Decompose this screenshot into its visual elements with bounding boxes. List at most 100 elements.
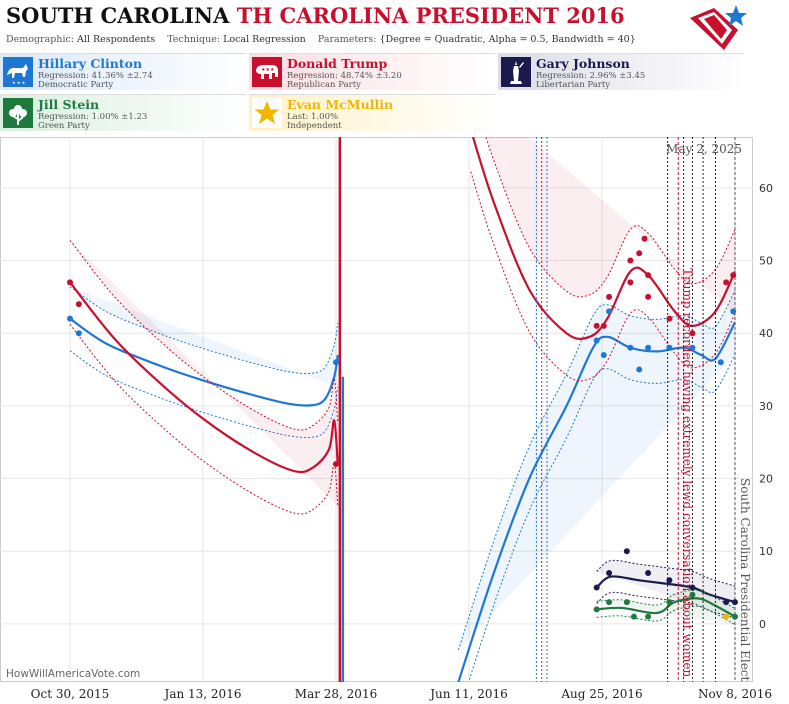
x-tick-label: Mar 28, 2016 bbox=[295, 687, 377, 701]
x-tick-label: Jan 13, 2016 bbox=[163, 687, 242, 701]
candidate-name: Gary Johnson bbox=[536, 56, 630, 71]
poll-point bbox=[75, 330, 82, 337]
legend-card-johnson[interactable]: Gary Johnson Regression: 2.96% ±3.45 Lib… bbox=[498, 53, 744, 90]
poll-point bbox=[606, 570, 613, 576]
poll-point bbox=[689, 591, 696, 598]
y-tick-label: 0 bbox=[759, 618, 766, 631]
y-tick-label: 20 bbox=[759, 473, 773, 486]
liberty-statue-icon bbox=[500, 56, 532, 88]
confidence-band bbox=[485, 137, 735, 314]
candidate-name: Evan McMullin bbox=[287, 97, 394, 112]
poll-point bbox=[600, 352, 607, 358]
x-tick-label: Aug 25, 2016 bbox=[560, 687, 642, 701]
parameters-label: Parameters: bbox=[317, 34, 377, 45]
donkey-icon: ★ ★ ★ bbox=[2, 56, 34, 88]
flower-icon bbox=[2, 97, 34, 129]
confidence-band bbox=[70, 240, 338, 507]
poll-point bbox=[645, 344, 652, 351]
header: SOUTH CAROLINA TH CAROLINA PRESIDENT 201… bbox=[0, 0, 789, 52]
candidate-stat: Regression: 1.00% ±1.23 bbox=[38, 112, 148, 122]
poll-point bbox=[606, 599, 613, 606]
poll-point bbox=[645, 293, 652, 300]
trend-line bbox=[595, 575, 736, 604]
poll-point bbox=[333, 359, 339, 366]
poll-point bbox=[666, 344, 673, 351]
parameters-value: {Degree = Quadratic, Alpha = 0.5, Bandwi… bbox=[379, 34, 636, 45]
confidence-lower bbox=[69, 323, 339, 515]
poll-point bbox=[641, 235, 648, 242]
legend-card-clinton[interactable]: ★ ★ ★ Hillary Clinton Regression: 41.36%… bbox=[0, 53, 246, 90]
y-tick-label: 40 bbox=[759, 327, 773, 340]
poll-point bbox=[75, 301, 82, 308]
poll-point bbox=[717, 359, 724, 366]
x-tick-label: Oct 30, 2015 bbox=[31, 687, 110, 701]
candidate-party: Independent bbox=[287, 121, 342, 131]
trend-line bbox=[457, 321, 736, 682]
poll-point bbox=[645, 613, 652, 620]
poll-point bbox=[645, 570, 652, 576]
candidate-name: Jill Stein bbox=[38, 97, 100, 112]
confidence-upper bbox=[69, 286, 339, 375]
poll-point bbox=[666, 599, 673, 606]
event-label: South Carolina Presidential Election bbox=[738, 478, 752, 700]
page-title: SOUTH CAROLINA TH CAROLINA PRESIDENT 201… bbox=[6, 3, 625, 28]
x-tick-label: Jun 11, 2016 bbox=[428, 687, 508, 701]
trend-line bbox=[69, 281, 339, 474]
poll-point bbox=[730, 272, 737, 279]
poll-point bbox=[333, 461, 339, 467]
poll-point bbox=[627, 279, 634, 286]
star-icon bbox=[251, 97, 283, 129]
poll-point bbox=[732, 599, 738, 606]
confidence-band bbox=[458, 290, 735, 650]
poll-point bbox=[732, 613, 738, 620]
confidence-lower bbox=[468, 354, 736, 682]
svg-text:★ ★ ★: ★ ★ ★ bbox=[12, 80, 26, 85]
technique-value: Local Regression bbox=[223, 34, 306, 45]
plot-layer: Trump recorded having extremely lewd con… bbox=[67, 137, 752, 700]
legend-card-stein[interactable]: Jill Stein Regression: 1.00% ±1.23 Green… bbox=[0, 94, 246, 131]
candidate-party: Democratic Party bbox=[38, 80, 114, 90]
poll-point bbox=[593, 584, 600, 591]
candidate-stat: Regression: 48.74% ±3.20 bbox=[287, 71, 402, 81]
poll-point bbox=[730, 308, 737, 315]
poll-point bbox=[636, 250, 643, 257]
poll-point bbox=[593, 606, 600, 613]
legend-card-mcmullin[interactable]: Evan McMullin Last: 1.00% Independent bbox=[249, 94, 495, 131]
poll-point bbox=[67, 315, 73, 322]
legend-card-trump[interactable]: ★★★ Donald Trump Regression: 48.74% ±3.2… bbox=[249, 53, 495, 90]
date-label: May 2, 2025 bbox=[666, 142, 742, 156]
poll-point bbox=[606, 308, 613, 315]
poll-point bbox=[723, 599, 730, 606]
poll-point bbox=[606, 293, 613, 300]
trend-line bbox=[69, 317, 339, 407]
elephant-icon: ★★★ bbox=[251, 56, 283, 88]
candidate-stat: Regression: 2.96% ±3.45 bbox=[536, 71, 646, 81]
poll-point bbox=[689, 584, 696, 591]
y-tick-label: 30 bbox=[759, 400, 773, 413]
confidence-band bbox=[70, 286, 338, 387]
technique-label: Technique: bbox=[167, 34, 221, 45]
title-state: SOUTH CAROLINA bbox=[6, 3, 230, 28]
confidence-upper bbox=[69, 239, 339, 431]
confidence-lower bbox=[69, 350, 339, 439]
candidate-stat: Regression: 41.36% ±2.74 bbox=[38, 71, 153, 81]
poll-point bbox=[623, 548, 630, 555]
poll-point bbox=[593, 337, 600, 344]
y-tick-label: 60 bbox=[759, 182, 773, 195]
poll-point bbox=[723, 279, 730, 286]
parameters-line: Demographic: All Respondents Technique: … bbox=[6, 34, 636, 45]
watermark-text: HowWillAmericaVote.com bbox=[6, 668, 140, 680]
poll-point bbox=[636, 366, 643, 373]
poll-point bbox=[689, 344, 696, 351]
poll-point bbox=[645, 272, 652, 279]
y-tick-label: 10 bbox=[759, 545, 773, 558]
candidate-party: Libertarian Party bbox=[536, 80, 611, 90]
poll-point bbox=[666, 315, 673, 322]
poll-point bbox=[593, 322, 600, 329]
demographic-label: Demographic: bbox=[6, 34, 75, 45]
candidate-stat: Last: 1.00% bbox=[287, 112, 339, 122]
y-tick-label: 50 bbox=[759, 255, 773, 268]
chart-frame bbox=[0, 137, 753, 682]
candidate-party: Republican Party bbox=[287, 80, 361, 90]
